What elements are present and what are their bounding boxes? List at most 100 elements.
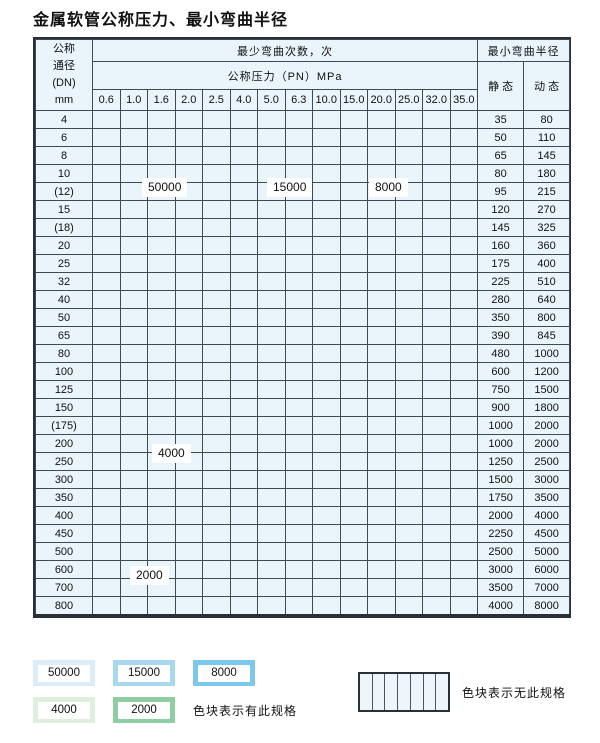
spec-cell bbox=[394, 290, 423, 309]
spec-cell bbox=[257, 560, 286, 579]
no-spec-stripe bbox=[360, 674, 373, 710]
legend-chip-8000-label: 8000 bbox=[198, 664, 250, 682]
spec-cell bbox=[119, 254, 148, 273]
spec-cell bbox=[92, 596, 121, 616]
spec-cell bbox=[449, 146, 479, 165]
spec-cell bbox=[367, 470, 396, 489]
spec-cell bbox=[394, 254, 423, 273]
radius-dynamic-value: 845 bbox=[523, 326, 571, 345]
table-row: 4 35 80 bbox=[35, 110, 571, 129]
spec-cell bbox=[257, 380, 286, 399]
spec-cell bbox=[394, 398, 423, 417]
spec-cell bbox=[449, 524, 479, 543]
bend-count-header: 最少弯曲次数，次 bbox=[91, 39, 479, 62]
spec-cell bbox=[257, 488, 286, 507]
dn-line-3: (DN) bbox=[52, 77, 76, 89]
spec-cell bbox=[257, 146, 286, 165]
pressure-col-10.0: 10.0 bbox=[312, 89, 341, 111]
spec-cell bbox=[312, 290, 341, 309]
spec-cell bbox=[147, 362, 176, 381]
spec-cell bbox=[92, 164, 121, 183]
pressure-col-1.0: 1.0 bbox=[119, 89, 148, 111]
spec-cell bbox=[367, 344, 396, 363]
table-row: 800 4000 8000 bbox=[35, 596, 571, 616]
row-dn-label: 450 bbox=[35, 524, 93, 543]
spec-cell bbox=[449, 398, 479, 417]
spec-cell bbox=[119, 452, 148, 471]
row-dn-label: 350 bbox=[35, 488, 93, 507]
header-row-3: 0.6 1.0 1.6 2.0 2.5 4.0 5.0 6.3 10.0 15.0 20.0 25.0… bbox=[36, 89, 570, 111]
pressure-col-20.0: 20.0 bbox=[367, 89, 396, 111]
callout-8000: 8000 bbox=[369, 178, 408, 197]
table-head: 公称 通径 (DN) mm 最少弯曲次数，次 最小弯曲半径 公称压力（PN）MP… bbox=[35, 39, 571, 111]
spec-cell bbox=[119, 470, 148, 489]
spec-cell bbox=[394, 344, 423, 363]
spec-cell bbox=[92, 110, 121, 129]
spec-cell bbox=[202, 542, 231, 561]
spec-cell bbox=[147, 146, 176, 165]
spec-cell bbox=[202, 182, 231, 201]
legend-has-spec-text: 色块表示有此规格 bbox=[193, 703, 298, 718]
radius-static-value: 65 bbox=[477, 146, 525, 165]
spec-cell bbox=[92, 578, 121, 597]
radius-static-value: 3500 bbox=[477, 578, 525, 597]
spec-table: 公称 通径 (DN) mm 最少弯曲次数，次 最小弯曲半径 公称压力（PN）MP… bbox=[35, 39, 571, 616]
spec-cell bbox=[339, 236, 368, 255]
spec-cell bbox=[174, 236, 203, 255]
radius-static-value: 280 bbox=[477, 290, 525, 309]
spec-cell bbox=[119, 416, 148, 435]
radius-group-header: 最小弯曲半径 bbox=[477, 39, 571, 62]
spec-cell bbox=[284, 416, 313, 435]
pressure-col-15.0: 15.0 bbox=[339, 89, 368, 111]
spec-cell bbox=[339, 452, 368, 471]
spec-cell bbox=[119, 506, 148, 525]
radius-dynamic-value: 800 bbox=[523, 308, 571, 327]
spec-cell bbox=[339, 506, 368, 525]
spec-cell bbox=[449, 470, 479, 489]
spec-table-wrap: 公称 通径 (DN) mm 最少弯曲次数，次 最小弯曲半径 公称压力（PN）MP… bbox=[33, 37, 571, 618]
spec-cell bbox=[422, 272, 451, 291]
spec-cell bbox=[367, 596, 396, 616]
spec-cell bbox=[92, 128, 121, 147]
radius-dynamic-value: 4500 bbox=[523, 524, 571, 543]
row-dn-label: 500 bbox=[35, 542, 93, 561]
spec-cell bbox=[449, 506, 479, 525]
spec-cell bbox=[174, 506, 203, 525]
table-row: 150 900 1800 bbox=[35, 398, 571, 417]
spec-cell bbox=[339, 146, 368, 165]
spec-cell bbox=[284, 272, 313, 291]
spec-cell bbox=[284, 326, 313, 345]
spec-cell bbox=[312, 542, 341, 561]
spec-cell bbox=[394, 200, 423, 219]
spec-cell bbox=[174, 200, 203, 219]
spec-cell bbox=[312, 272, 341, 291]
callout-15000: 15000 bbox=[267, 178, 313, 197]
table-row: 200 1000 2000 bbox=[35, 434, 571, 453]
table-row: (18) 145 325 bbox=[35, 218, 571, 237]
legend: 50000 15000 8000 4000 2000 色块表示有此规格 bbox=[33, 660, 567, 734]
no-spec-stripe bbox=[385, 674, 399, 710]
radius-dynamic-value: 3500 bbox=[523, 488, 571, 507]
spec-cell bbox=[257, 362, 286, 381]
row-dn-label: 300 bbox=[35, 470, 93, 489]
spec-cell bbox=[174, 326, 203, 345]
spec-cell bbox=[312, 164, 341, 183]
radius-static-value: 390 bbox=[477, 326, 525, 345]
spec-cell bbox=[174, 308, 203, 327]
spec-cell bbox=[339, 290, 368, 309]
spec-cell bbox=[284, 254, 313, 273]
radius-static-value: 225 bbox=[477, 272, 525, 291]
spec-cell bbox=[339, 524, 368, 543]
spec-cell bbox=[202, 452, 231, 471]
spec-cell bbox=[147, 344, 176, 363]
radius-dynamic-value: 400 bbox=[523, 254, 571, 273]
spec-cell bbox=[147, 308, 176, 327]
spec-cell bbox=[257, 416, 286, 435]
spec-cell bbox=[92, 416, 121, 435]
spec-cell bbox=[202, 416, 231, 435]
table-row: 50 350 800 bbox=[35, 308, 571, 327]
spec-cell bbox=[422, 506, 451, 525]
spec-cell bbox=[339, 362, 368, 381]
spec-cell bbox=[229, 488, 258, 507]
spec-cell bbox=[257, 578, 286, 597]
